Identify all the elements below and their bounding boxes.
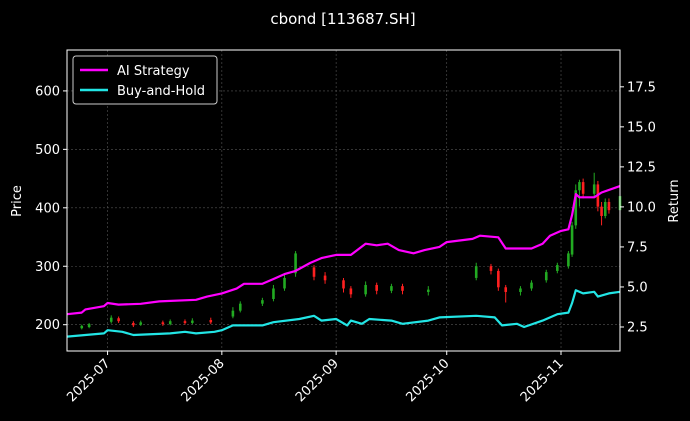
right-tick-label: 12.5 <box>627 160 656 175</box>
candle-body <box>323 275 327 281</box>
candle-body <box>489 266 493 271</box>
candle-body <box>607 201 611 211</box>
left-tick-label: 500 <box>35 143 60 158</box>
x-tick-label: 2025-10 <box>404 356 453 405</box>
left-tick-label: 600 <box>35 84 60 99</box>
x-tick-label: 2025-07 <box>64 356 113 405</box>
candle-body <box>238 303 242 311</box>
candle-body <box>504 287 508 292</box>
candle-body <box>497 270 500 288</box>
candle-body <box>519 288 522 292</box>
candle-body <box>600 206 603 216</box>
candle-body <box>231 310 235 317</box>
x-tick-label: 2025-11 <box>518 356 567 405</box>
candle-body <box>209 320 213 323</box>
candle-body <box>132 322 135 326</box>
series-line-ai-strategy <box>66 185 621 316</box>
candle-body <box>183 321 187 323</box>
candle-body <box>272 288 275 299</box>
right-tick-label: 10.0 <box>627 200 656 215</box>
candle-body <box>349 288 353 295</box>
left-axis-label: Price <box>10 185 25 217</box>
right-tick-label: 15.0 <box>627 120 656 135</box>
candle-body <box>342 280 345 289</box>
legend: AI Strategy Buy-and-Hold <box>72 55 218 105</box>
candle-body <box>139 322 143 325</box>
candle-body <box>530 282 533 289</box>
candle-body <box>567 253 570 267</box>
legend-box <box>72 55 218 105</box>
right-axis-label: Return <box>667 179 682 222</box>
series-line-buy-and-hold <box>66 289 621 338</box>
chart-title: cbond [113687.SH] <box>270 10 415 28</box>
candle-body <box>581 182 585 194</box>
candle-body <box>283 277 286 289</box>
candle-body <box>364 284 367 295</box>
candle-body <box>603 201 607 216</box>
x-tick-label: 2025-08 <box>179 356 228 405</box>
candle-body <box>117 318 120 322</box>
right-axis: 2.5 5.0 7.5 10.0 12.5 15.0 17.5 <box>620 80 656 335</box>
candle-body <box>261 300 264 304</box>
candle-body <box>578 182 581 191</box>
plot-frame <box>66 49 621 352</box>
right-tick-label: 2.5 <box>627 320 648 335</box>
right-tick-label: 17.5 <box>627 80 656 95</box>
candle-body <box>168 321 172 325</box>
candle-body <box>556 265 559 271</box>
left-tick-label: 300 <box>35 260 60 275</box>
candle-body <box>80 325 84 329</box>
candle-body <box>312 267 316 277</box>
candle-body <box>574 190 578 226</box>
candle-body <box>191 320 194 323</box>
legend-label-buy-and-hold: Buy-and-Hold <box>117 84 205 99</box>
candle-body <box>109 317 113 322</box>
right-tick-label: 5.0 <box>627 280 648 295</box>
left-axis: 200 300 400 500 600 <box>35 84 67 333</box>
candle-body <box>570 225 574 255</box>
candle-body <box>294 253 297 274</box>
candle-body <box>474 266 478 278</box>
x-tick-label: 2025-09 <box>293 356 342 405</box>
candle-body <box>426 289 430 292</box>
candle-body <box>87 324 91 328</box>
series-lines <box>66 185 621 338</box>
candle-body <box>390 286 393 291</box>
candle-body <box>592 184 596 194</box>
candle-body <box>161 322 165 325</box>
candles <box>80 172 622 330</box>
legend-label-ai-strategy: AI Strategy <box>117 64 190 79</box>
candle-body <box>375 284 378 291</box>
left-tick-label: 400 <box>35 201 60 216</box>
left-tick-label: 200 <box>35 318 60 333</box>
right-tick-label: 7.5 <box>627 240 648 255</box>
x-axis: 2025-07 2025-08 2025-09 2025-10 2025-11 <box>64 351 567 405</box>
candle-body <box>401 286 404 291</box>
candle-body <box>544 272 548 281</box>
